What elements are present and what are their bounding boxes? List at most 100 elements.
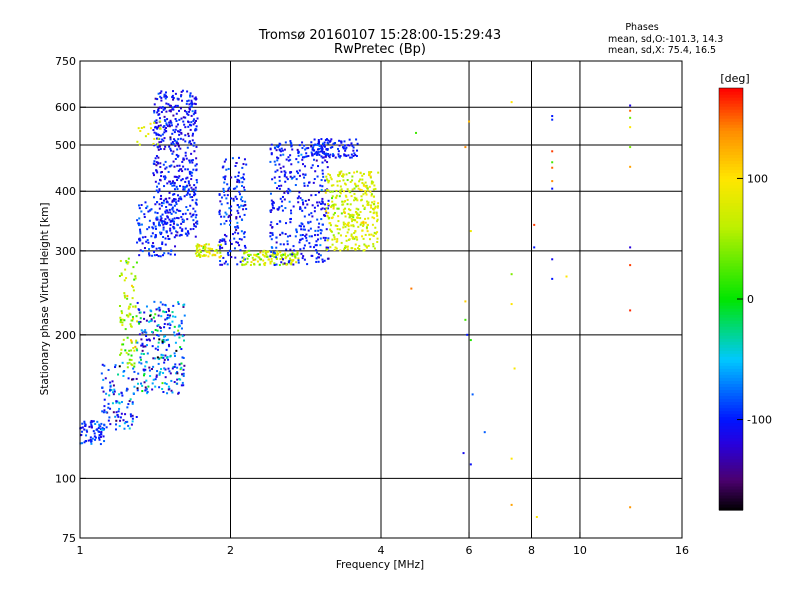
data-point <box>131 417 134 420</box>
data-point <box>364 181 367 184</box>
data-point <box>105 411 108 414</box>
data-point <box>280 150 283 153</box>
data-point <box>118 393 121 396</box>
data-point <box>301 223 304 226</box>
data-point <box>313 210 316 213</box>
chart-title: Tromsø 20160107 15:28:00-15:29:43 <box>258 28 501 43</box>
data-point <box>120 272 123 275</box>
phases-o-mode: mean, sd,O:-101.3, 14.3 <box>608 34 723 45</box>
data-point <box>302 255 305 258</box>
data-point <box>327 199 330 202</box>
data-point <box>341 175 344 178</box>
data-point <box>173 365 176 368</box>
data-point <box>272 251 275 254</box>
data-point <box>159 329 162 332</box>
data-point <box>174 211 177 214</box>
data-point <box>160 175 163 178</box>
data-point <box>179 128 182 131</box>
data-point <box>244 200 247 203</box>
data-point <box>219 239 222 242</box>
colorbar-segment <box>719 226 743 231</box>
data-point <box>139 230 142 233</box>
data-point <box>151 246 154 249</box>
data-point <box>316 218 319 221</box>
data-point <box>241 259 244 262</box>
data-point <box>366 230 369 233</box>
data-point <box>238 181 241 184</box>
data-point <box>163 340 166 343</box>
data-point <box>551 150 554 153</box>
data-point <box>329 146 332 149</box>
data-point <box>365 226 368 229</box>
data-point <box>171 320 174 323</box>
data-point <box>290 142 293 145</box>
data-point <box>170 212 173 215</box>
data-point <box>119 419 122 422</box>
data-point <box>165 95 168 98</box>
data-point <box>319 232 322 235</box>
data-point <box>362 183 365 186</box>
data-point <box>345 173 348 176</box>
data-point <box>131 402 134 405</box>
data-point <box>162 235 165 238</box>
data-point <box>157 345 160 348</box>
data-point <box>338 156 341 159</box>
data-point <box>164 354 167 357</box>
data-point <box>125 389 128 392</box>
data-point <box>349 191 352 194</box>
data-point <box>370 193 373 196</box>
data-point <box>134 305 137 308</box>
data-point <box>338 173 341 176</box>
data-point <box>165 348 168 351</box>
y-tick-label: 500 <box>55 139 76 152</box>
data-point <box>156 370 159 373</box>
data-point <box>138 322 141 325</box>
data-point <box>160 106 163 109</box>
colorbar-tick-label: -100 <box>747 414 772 427</box>
data-point <box>115 419 118 422</box>
data-point <box>176 123 179 126</box>
data-point <box>281 195 284 198</box>
data-point <box>347 225 350 228</box>
colorbar-segment <box>719 274 743 279</box>
data-point <box>184 186 187 189</box>
data-point <box>349 215 352 218</box>
data-point <box>126 297 129 300</box>
data-point <box>337 150 340 153</box>
data-point <box>320 155 323 158</box>
data-point <box>140 352 143 355</box>
data-point <box>99 435 102 438</box>
data-point <box>145 240 148 243</box>
data-point <box>321 156 324 159</box>
data-point <box>127 403 130 406</box>
data-point <box>125 387 128 390</box>
data-point <box>182 374 185 377</box>
data-point <box>168 218 171 221</box>
data-point <box>372 188 375 191</box>
data-point <box>356 212 359 215</box>
data-point <box>369 175 372 178</box>
data-point <box>107 402 110 405</box>
data-point <box>161 213 164 216</box>
data-point <box>161 342 164 345</box>
data-point <box>123 319 126 322</box>
data-point <box>292 263 295 266</box>
data-point <box>345 239 348 242</box>
data-point <box>345 195 348 198</box>
colorbar-segment <box>719 383 743 388</box>
data-point <box>323 141 326 144</box>
data-point <box>344 147 347 150</box>
data-point <box>350 142 353 145</box>
data-point <box>161 303 164 306</box>
data-point <box>230 209 233 212</box>
data-point <box>310 194 313 197</box>
data-point <box>629 126 632 129</box>
data-point <box>115 401 118 404</box>
data-point <box>138 143 141 146</box>
data-point <box>126 406 129 409</box>
data-point <box>313 149 316 152</box>
data-point <box>187 180 190 183</box>
data-point <box>551 166 554 169</box>
data-point <box>189 128 192 131</box>
data-point <box>177 169 180 172</box>
